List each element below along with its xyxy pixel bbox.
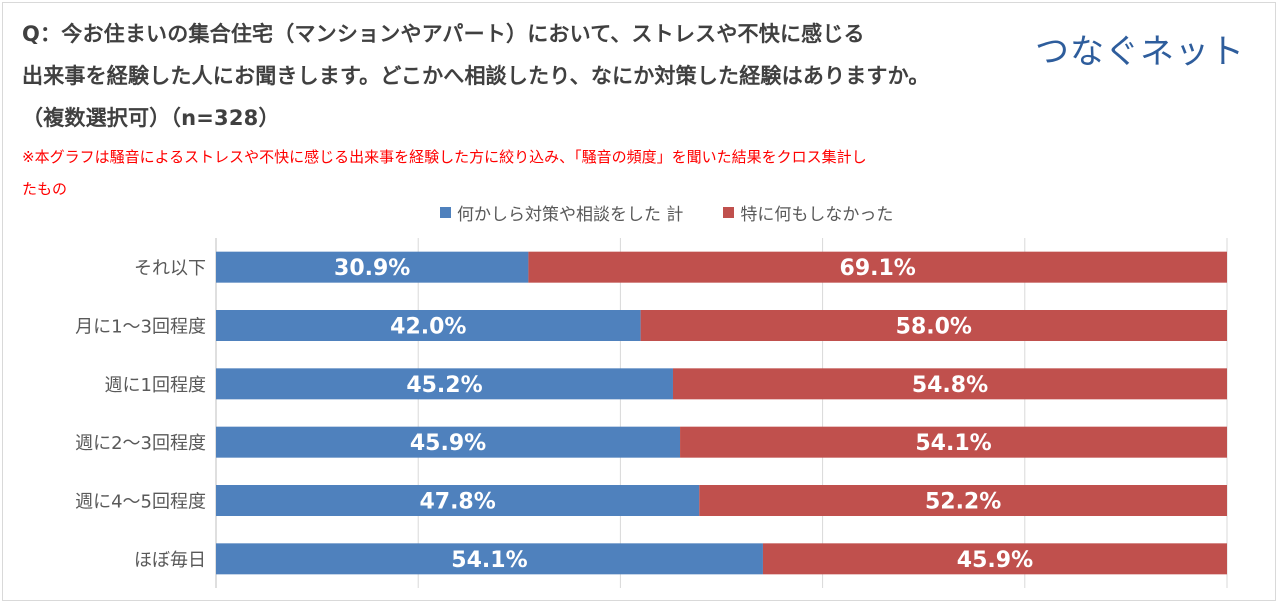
category-label: 月に1～3回程度 [75, 317, 206, 338]
data-label-series-2: 58.0% [896, 315, 972, 340]
data-label-series-1: 47.8% [419, 490, 495, 515]
data-label-series-2: 52.2% [925, 490, 1001, 515]
note-line-2: たもの [22, 180, 68, 198]
brand-logo: つなぐネット [1035, 32, 1245, 72]
category-label: ほぼ毎日 [134, 550, 206, 571]
data-label-series-1: 54.1% [451, 548, 527, 573]
data-label-series-2: 45.9% [957, 548, 1033, 573]
bar-segment-series-1 [216, 251, 529, 283]
bar-segment-series-2 [528, 251, 1227, 283]
legend-label-series-1: 何かしら対策や相談をした 計 [457, 205, 684, 225]
legend-swatch-series-1 [440, 207, 451, 218]
bar-segment-series-2 [640, 310, 1227, 341]
legend-item-series-2: 特に何もしなかった [723, 200, 893, 225]
bar-segment-series-2 [672, 368, 1227, 400]
question-line-1: Q：今お住まいの集合住宅（マンションやアパート）において、ストレスや不快に感じる [22, 22, 865, 46]
category-label: 週に4～5回程度 [75, 492, 206, 513]
question-line-3: （複数選択可）（n=328） [22, 106, 280, 130]
data-label-series-1: 42.0% [390, 315, 466, 340]
data-label-series-2: 54.8% [912, 373, 988, 398]
legend-label-series-2: 特に何もしなかった [740, 205, 894, 225]
bar-segment-series-1 [216, 368, 673, 400]
legend-item-series-1: 何かしら対策や相談をした 計 [440, 200, 683, 225]
bar-segment-series-1 [216, 310, 641, 341]
data-label-series-1: 45.2% [406, 373, 482, 398]
data-label-series-2: 54.1% [915, 431, 991, 456]
data-label-series-1: 30.9% [334, 256, 410, 281]
bar-segment-series-2 [680, 426, 1227, 458]
category-label: それ以下 [134, 258, 206, 279]
bar-segment-series-2 [762, 543, 1227, 575]
bar-segment-series-1 [216, 543, 763, 575]
category-label: 週に1回程度 [105, 375, 206, 396]
question-line-2: 出来事を経験した人にお聞きします。どこかへ相談したり、なにか対策した経験はありま… [22, 64, 930, 88]
data-label-series-1: 45.9% [410, 431, 486, 456]
legend-swatch-series-2 [723, 207, 735, 218]
bar-segment-series-1 [216, 485, 700, 516]
category-label: 週に2～3回程度 [75, 433, 206, 454]
bar-segment-series-2 [699, 485, 1227, 516]
data-label-series-2: 69.1% [840, 256, 916, 281]
chart-legend: 何かしら対策や相談をした 計 特に何もしなかった [440, 200, 893, 225]
note-line-1: ※本グラフは騒音によるストレスや不快に感じる出来事を経験した方に絞り込み、「騒音… [22, 148, 867, 166]
bar-segment-series-1 [216, 426, 681, 458]
